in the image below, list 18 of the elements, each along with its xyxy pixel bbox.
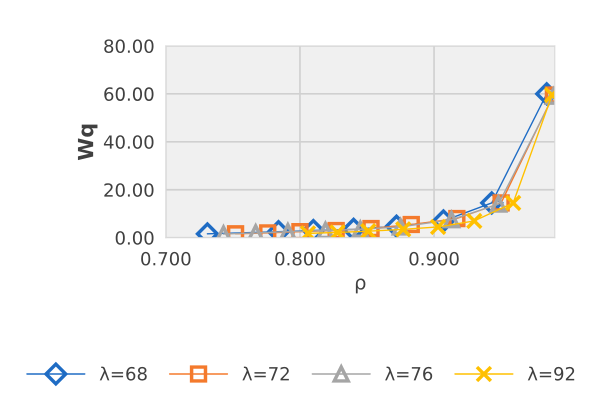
legend-label: λ=72 (242, 366, 289, 380)
point (504, 194, 522, 212)
y-tick-label: 0.00 (116, 231, 154, 245)
x-tick-label: 0.800 (275, 252, 325, 266)
point (360, 222, 378, 238)
x-tick-label: 0.900 (409, 252, 459, 266)
x-axis-title: ρ (356, 278, 366, 294)
y-tick-label: 60.00 (104, 87, 154, 101)
point (466, 212, 483, 230)
y-axis-title: Wq (78, 124, 98, 160)
legend-label: λ=92 (528, 366, 574, 381)
point (247, 224, 264, 238)
y-tick-label: 40.00 (104, 135, 154, 149)
y-tick-label: 80.00 (104, 39, 154, 53)
legend-label: λ=76 (385, 366, 432, 381)
legend-label: λ=68 (100, 366, 147, 381)
y-tick-label: 20.00 (104, 183, 154, 197)
x-tick-label: 0.700 (141, 252, 190, 266)
